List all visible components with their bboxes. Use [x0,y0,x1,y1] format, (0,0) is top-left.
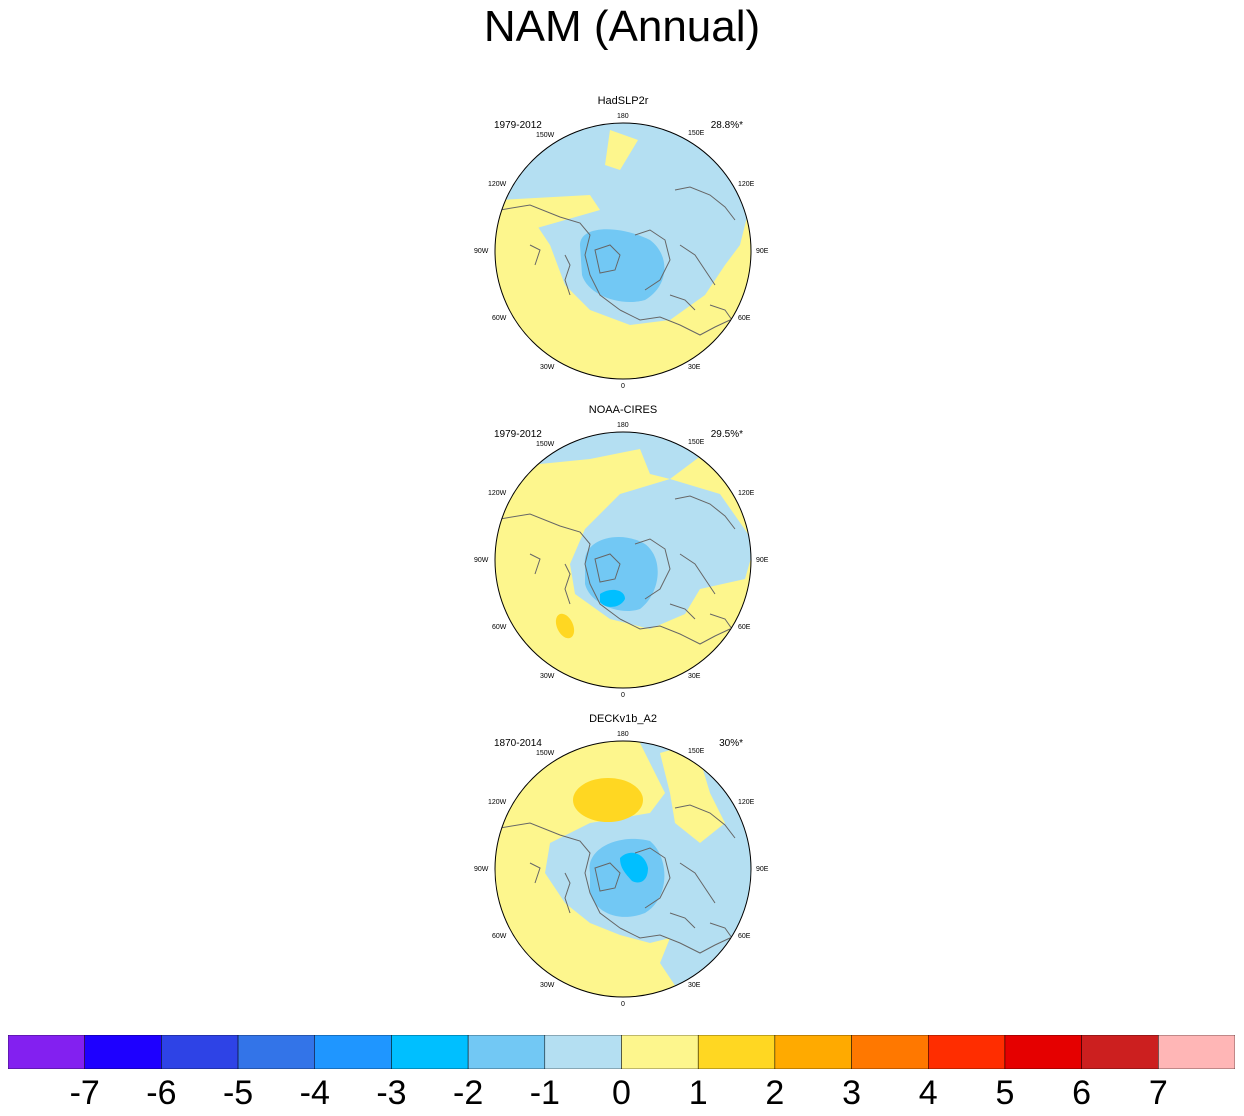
lon-label: 60W [492,933,507,940]
panel-title: NOAA-CIRES [588,404,658,416]
lon-label: 30W [540,673,555,680]
colorbar-tick-label: 2 [765,1074,785,1112]
coastlines [499,495,736,645]
map-boundary [494,431,752,689]
colorbar [8,1035,1235,1069]
polar-map [494,740,752,998]
lon-label: 150W [536,750,555,757]
colorbar-swatch [391,1035,469,1069]
map-boundary [494,122,752,380]
panel-period: 1979-2012 [494,120,542,131]
colorbar-tick-label: -6 [146,1074,177,1112]
lon-label: 60W [492,624,507,631]
polar-map [494,431,752,689]
colorbar-tick-label: -1 [529,1074,560,1112]
lon-label: 120W [488,490,507,497]
map-panel-noaa-cires: NOAA-CIRES 1979-2012 29.5%* [470,404,776,704]
colorbar-tick-label: 3 [842,1074,862,1112]
colorbar-swatch [467,1035,546,1069]
lon-label: 90W [474,557,489,564]
lon-label: 0 [621,1001,625,1008]
colorbar-tick-label: 6 [1072,1074,1092,1112]
colorbar-swatch [314,1035,392,1069]
lon-label: 60E [738,624,751,631]
lon-label: 30W [540,364,555,371]
colorbar-labels: -7 -6 -5 -4 -3 -2 -1 0 1 2 3 4 5 6 7 [0,1072,1244,1116]
colorbar-swatch [928,1035,1006,1069]
colorbar-swatch [774,1035,852,1069]
lon-label: 120W [488,799,507,806]
lon-label: 60E [738,933,751,940]
colorbar-tick-label: 4 [918,1074,938,1112]
lon-label: 60E [738,315,751,322]
colorbar-tick-label: -7 [69,1074,100,1112]
polar-map [494,122,752,380]
lon-label: 120E [738,799,755,806]
panel-title: DECKv1b_A2 [589,713,657,725]
colorbar-swatch [1004,1035,1082,1069]
panel-variance: 28.8%* [710,120,743,131]
lon-label: 120E [738,490,755,497]
lon-label: 150E [688,439,705,446]
positive-patch-strong [555,613,575,639]
colorbar-tick-label: 7 [1148,1074,1168,1112]
colorbar-tick-label: -5 [222,1074,254,1112]
lon-label: 30E [688,364,701,371]
lon-label: 150E [688,748,705,755]
panel-period: 1870-2014 [494,738,542,749]
lon-label: 180 [617,731,629,738]
colorbar-swatch [697,1035,776,1069]
lon-label: 90E [756,248,769,255]
lon-label: 0 [621,383,625,390]
colorbar-tick-label: 0 [612,1074,631,1112]
colorbar-swatch [1158,1035,1235,1069]
lon-label: 0 [621,692,625,699]
negative-core [589,838,665,917]
positive-patch [605,130,638,170]
colorbar-tick-label: -2 [453,1074,484,1112]
colorbar-tick-label: 1 [688,1074,708,1112]
lon-label: 30W [540,982,555,989]
colorbar-swatch [237,1035,315,1069]
colorbar-swatch [84,1035,162,1069]
negative-center [620,852,648,883]
map-panel-hadslp2r: HadSLP2r 1979-2012 28.8%* 180 [470,95,776,395]
colorbar-swatch [544,1035,622,1069]
colorbar-swatch [8,1035,85,1069]
lon-label: 120W [488,181,507,188]
lon-label: 90W [474,866,489,873]
lon-label: 30E [688,982,701,989]
lon-label: 120E [738,181,755,188]
colorbar-tick-label: -4 [299,1074,330,1112]
colorbar-tick-label: -3 [376,1074,407,1112]
positive-patch [660,743,725,843]
lon-label: 150W [536,132,555,139]
main-title: NAM (Annual) [483,2,761,51]
positive-patch-strong [573,778,643,822]
lon-label: 150E [688,130,705,137]
colorbar-tick-label: 5 [995,1074,1015,1112]
lon-label: 90W [474,248,489,255]
lon-label: 180 [617,113,629,120]
negative-region [495,123,750,325]
panel-variance: 29.5%* [710,429,743,440]
lon-label: 90E [756,866,769,873]
colorbar-swatch [161,1035,239,1069]
colorbar-swatch [851,1035,929,1069]
map-panel-deckv1b-a2: DECKv1b_A2 1870-2014 30%* [470,713,776,1013]
lon-label: 90E [756,557,769,564]
panel-title: HadSLP2r [597,95,649,107]
lon-label: 150W [536,441,555,448]
coastlines [499,804,736,954]
map-boundary [494,740,752,998]
colorbar-swatch [621,1035,699,1069]
colorbar-swatch [1081,1035,1159,1069]
negative-center [600,589,625,607]
lon-label: 180 [617,422,629,429]
coastlines [499,186,736,336]
panel-period: 1979-2012 [494,429,542,440]
panel-variance: 30%* [719,738,743,749]
lon-label: 60W [492,315,507,322]
lon-label: 30E [688,673,701,680]
